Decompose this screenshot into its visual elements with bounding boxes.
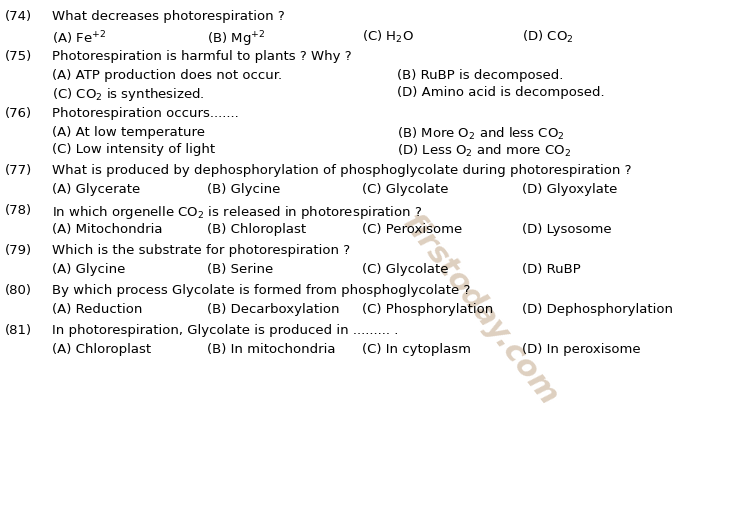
Text: (A) ATP production does not occur.: (A) ATP production does not occur. bbox=[52, 69, 282, 82]
Text: (C) CO$_2$ is synthesized.: (C) CO$_2$ is synthesized. bbox=[52, 86, 205, 103]
Text: (C) Glycolate: (C) Glycolate bbox=[362, 183, 448, 196]
Text: (D) Dephosphorylation: (D) Dephosphorylation bbox=[522, 303, 673, 316]
Text: firstoday.com: firstoday.com bbox=[396, 209, 563, 411]
Text: (D) CO$_2$: (D) CO$_2$ bbox=[522, 29, 574, 45]
Text: (B) More O$_2$ and less CO$_2$: (B) More O$_2$ and less CO$_2$ bbox=[397, 126, 565, 142]
Text: (C) Glycolate: (C) Glycolate bbox=[362, 263, 448, 276]
Text: (B) Serine: (B) Serine bbox=[207, 263, 273, 276]
Text: (A) At low temperature: (A) At low temperature bbox=[52, 126, 205, 139]
Text: (D) Amino acid is decomposed.: (D) Amino acid is decomposed. bbox=[397, 86, 605, 99]
Text: (D) Glyoxylate: (D) Glyoxylate bbox=[522, 183, 617, 196]
Text: (A) Glycine: (A) Glycine bbox=[52, 263, 125, 276]
Text: Which is the substrate for photorespiration ?: Which is the substrate for photorespirat… bbox=[52, 244, 350, 257]
Text: (76): (76) bbox=[5, 107, 32, 120]
Text: (A) Mitochondria: (A) Mitochondria bbox=[52, 223, 162, 236]
Text: (D) RuBP: (D) RuBP bbox=[522, 263, 581, 276]
Text: In photorespiration, Glycolate is produced in ......... .: In photorespiration, Glycolate is produc… bbox=[52, 324, 399, 337]
Text: (C) In cytoplasm: (C) In cytoplasm bbox=[362, 343, 471, 356]
Text: (C) H$_2$O: (C) H$_2$O bbox=[362, 29, 414, 45]
Text: (C) Phosphorylation: (C) Phosphorylation bbox=[362, 303, 494, 316]
Text: (A) Reduction: (A) Reduction bbox=[52, 303, 142, 316]
Text: Photorespiration occurs.......: Photorespiration occurs....... bbox=[52, 107, 239, 120]
Text: By which process Glycolate is formed from phosphoglycolate ?: By which process Glycolate is formed fro… bbox=[52, 284, 471, 297]
Text: (B) RuBP is decomposed.: (B) RuBP is decomposed. bbox=[397, 69, 563, 82]
Text: What decreases photorespiration ?: What decreases photorespiration ? bbox=[52, 10, 285, 23]
Text: (C) Low intensity of light: (C) Low intensity of light bbox=[52, 143, 215, 156]
Text: (C) Peroxisome: (C) Peroxisome bbox=[362, 223, 462, 236]
Text: (79): (79) bbox=[5, 244, 32, 257]
Text: (D) Less O$_2$ and more CO$_2$: (D) Less O$_2$ and more CO$_2$ bbox=[397, 143, 571, 159]
Text: (75): (75) bbox=[5, 50, 33, 63]
Text: (A) Glycerate: (A) Glycerate bbox=[52, 183, 140, 196]
Text: In which orgenelle CO$_2$ is released in photorespiration ?: In which orgenelle CO$_2$ is released in… bbox=[52, 204, 422, 221]
Text: Photorespiration is harmful to plants ? Why ?: Photorespiration is harmful to plants ? … bbox=[52, 50, 352, 63]
Text: (78): (78) bbox=[5, 204, 32, 217]
Text: (80): (80) bbox=[5, 284, 32, 297]
Text: (B) In mitochondria: (B) In mitochondria bbox=[207, 343, 336, 356]
Text: (D) Lysosome: (D) Lysosome bbox=[522, 223, 611, 236]
Text: (D) In peroxisome: (D) In peroxisome bbox=[522, 343, 641, 356]
Text: (A) Fe$^{+2}$: (A) Fe$^{+2}$ bbox=[52, 29, 106, 47]
Text: (81): (81) bbox=[5, 324, 32, 337]
Text: (B) Decarboxylation: (B) Decarboxylation bbox=[207, 303, 339, 316]
Text: What is produced by dephosphorylation of phosphoglycolate during photorespiratio: What is produced by dephosphorylation of… bbox=[52, 164, 631, 177]
Text: (A) Chloroplast: (A) Chloroplast bbox=[52, 343, 151, 356]
Text: (77): (77) bbox=[5, 164, 33, 177]
Text: (74): (74) bbox=[5, 10, 32, 23]
Text: (B) Chloroplast: (B) Chloroplast bbox=[207, 223, 306, 236]
Text: (B) Mg$^{+2}$: (B) Mg$^{+2}$ bbox=[207, 29, 265, 48]
Text: (B) Glycine: (B) Glycine bbox=[207, 183, 280, 196]
